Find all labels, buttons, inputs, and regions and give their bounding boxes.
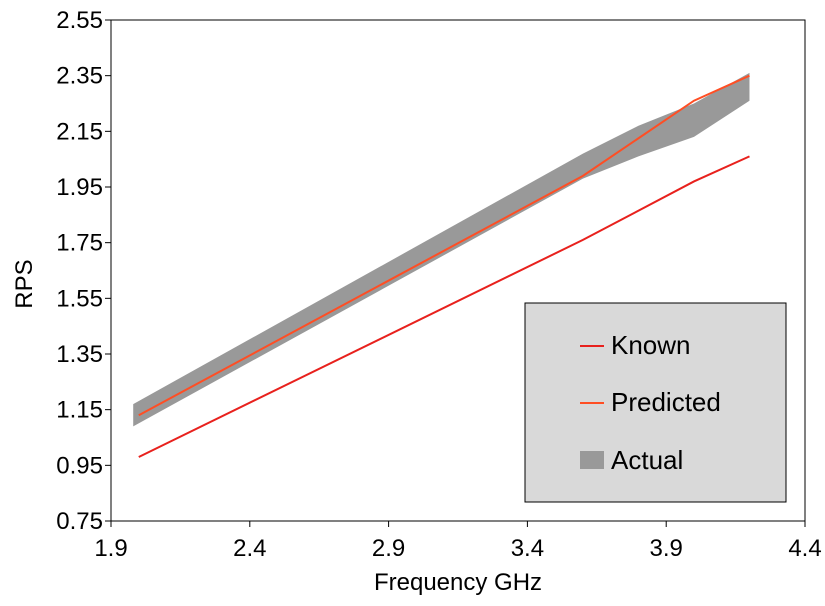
legend-label-actual: Actual	[611, 445, 683, 475]
series-layer	[133, 72, 750, 458]
y-tick-label: 1.35	[56, 341, 103, 368]
x-axis-title: Frequency GHz	[374, 569, 542, 596]
series-predicted-line	[138, 74, 750, 417]
x-tick-label: 3.4	[511, 535, 544, 562]
legend-box	[524, 302, 787, 503]
x-tick-label: 2.9	[372, 535, 405, 562]
x-tick-label: 4.4	[788, 535, 821, 562]
legend-label-known: Known	[611, 330, 691, 360]
y-tick-label: 1.55	[56, 285, 103, 312]
legend-swatch-actual	[580, 451, 604, 469]
y-tick-label: 2.35	[56, 63, 103, 90]
y-tick-label: 1.95	[56, 174, 103, 201]
y-tick-label: 0.95	[56, 452, 103, 479]
x-tick-label: 3.9	[650, 535, 683, 562]
series-known-line	[138, 155, 750, 458]
y-tick-label: 0.75	[56, 508, 103, 535]
y-axis-title: RPS	[11, 259, 38, 308]
y-tick-label: 2.15	[56, 118, 103, 145]
x-tick-label: 2.4	[233, 535, 266, 562]
ticks-layer: 1.9 2.4 2.9 3.4 3.9 4.4 0.75 0.95 1.15 1.35 1.55 1.…	[56, 7, 821, 562]
y-tick-label: 1.75	[56, 230, 103, 257]
plot-frame	[110, 19, 806, 522]
y-tick-label: 2.55	[56, 7, 103, 34]
legend-label-predicted: Predicted	[611, 387, 721, 417]
series-actual-band	[133, 72, 750, 427]
legend: Known Predicted Actual	[524, 302, 787, 503]
x-tick-label: 1.9	[94, 535, 127, 562]
y-tick-label: 1.15	[56, 397, 103, 424]
